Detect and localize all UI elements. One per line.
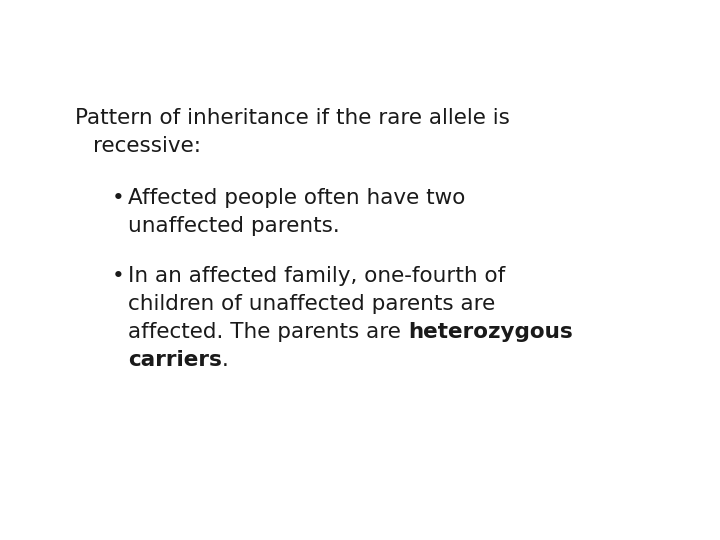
- Text: •: •: [112, 266, 125, 286]
- Text: In an affected family, one-fourth of: In an affected family, one-fourth of: [128, 266, 505, 286]
- Text: recessive:: recessive:: [93, 136, 201, 156]
- Text: Pattern of inheritance if the rare allele is: Pattern of inheritance if the rare allel…: [75, 108, 510, 128]
- Text: Concept 8.1 Genes Are Particulate and Are Inherited According to: Concept 8.1 Genes Are Particulate and Ar…: [10, 11, 706, 30]
- Text: unaffected parents.: unaffected parents.: [128, 216, 340, 236]
- Text: •: •: [112, 188, 125, 208]
- Text: children of unaffected parents are: children of unaffected parents are: [128, 294, 495, 314]
- Text: carriers: carriers: [128, 350, 222, 370]
- Text: affected. The parents are: affected. The parents are: [128, 322, 408, 342]
- Text: Affected people often have two: Affected people often have two: [128, 188, 465, 208]
- Text: heterozygous: heterozygous: [408, 322, 572, 342]
- Text: Mendel’s Laws: Mendel’s Laws: [10, 48, 166, 66]
- Text: .: .: [222, 350, 229, 370]
